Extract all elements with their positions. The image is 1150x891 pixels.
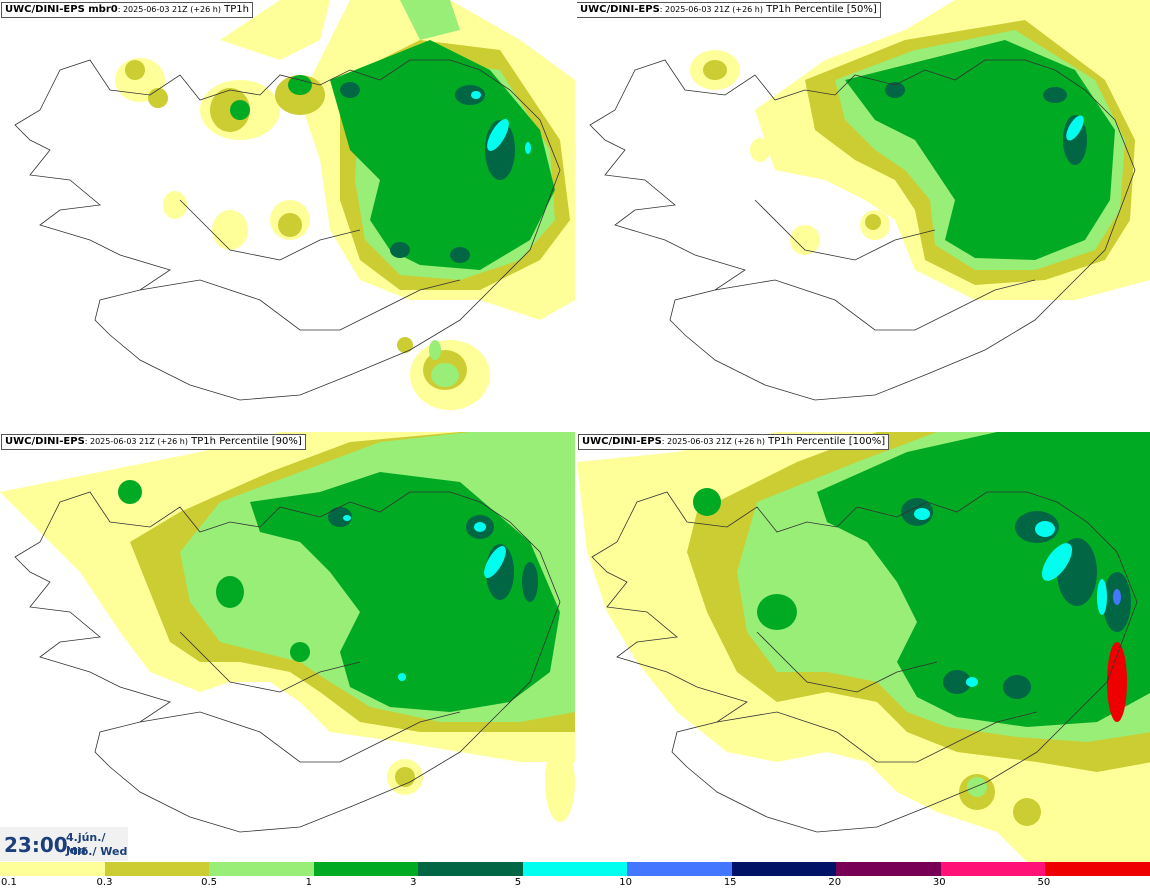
legend-tick-label: 30 [932,877,946,888]
precipitation-map [0,432,575,833]
panel-title: UWC/DINI-EPS: 2025-06-03 21Z (+26 h) TP1… [576,2,881,18]
precipitation-map [14,0,575,410]
legend-swatch [209,862,315,876]
legend-tick-label: 1 [305,877,312,888]
color-legend: 0.1 0.3 0.5 1 3 5 10 15 20 30 50 [0,862,1150,891]
legend-swatch [731,862,837,876]
precipitation-map [577,432,1150,862]
legend-tick-label: 10 [619,877,632,888]
legend-swatch [313,862,419,876]
panel-title: UWC/DINI-EPS: 2025-06-03 21Z (+26 h) TP1… [1,434,306,450]
valid-date: 4.jún./ Jun [66,831,106,857]
valid-time-box: 23:00 4.jún./ Jun Mið./ Wed [0,827,128,861]
legend-swatch [0,862,106,876]
legend-swatch [627,862,733,876]
legend-swatch [940,862,1046,876]
legend-swatch [522,862,628,876]
map-panel-p100: UWC/DINI-EPS: 2025-06-03 21Z (+26 h) TP1… [577,432,1150,862]
coastline [589,59,1136,401]
precip-layer-5 [914,508,1107,687]
legend-tick-label: 50 [1037,877,1051,888]
valid-weekday: Mið./ Wed [66,845,128,858]
map-panel-p50: UWC/DINI-EPS: 2025-06-03 21Z (+26 h) TP1… [575,0,1150,430]
precip-layer-10 [1113,589,1121,605]
legend-tick-label: 0.1 [1,877,17,888]
legend-swatch [104,862,210,876]
legend-swatch [418,862,524,876]
coastline [591,491,1138,833]
precip-layer-1 [693,432,1150,727]
precipitation-map [589,0,1150,401]
coastline [14,491,561,833]
coastline [14,59,561,401]
legend-swatch [836,862,942,876]
precip-layer-5 [343,515,506,681]
panel-title: UWC/DINI-EPS mbr0: 2025-06-03 21Z (+26 h… [1,2,253,18]
precip-layer-5 [471,91,531,154]
panel-title: UWC/DINI-EPS: 2025-06-03 21Z (+26 h) TP1… [578,434,890,450]
panel-separator-horizontal [0,430,1150,432]
legend-tick-label: 20 [828,877,842,888]
precip-layer-5 [1066,115,1084,141]
valid-time: 23:00 [4,833,68,857]
map-panel-mbr0: UWC/DINI-EPS mbr0: 2025-06-03 21Z (+26 h… [0,0,575,430]
legend-tick-label: 15 [723,877,737,888]
legend-tick-label: 0.5 [201,877,217,888]
legend-tick-label: 3 [410,877,417,888]
precip-layer-50 [1107,642,1127,722]
legend-swatch [1045,862,1150,876]
legend-tick-label: 5 [514,877,522,888]
map-panel-p90: UWC/DINI-EPS: 2025-06-03 21Z (+26 h) TP1… [0,432,575,862]
precip-layer-1 [230,40,555,270]
legend-tick-label: 0.3 [96,877,113,888]
